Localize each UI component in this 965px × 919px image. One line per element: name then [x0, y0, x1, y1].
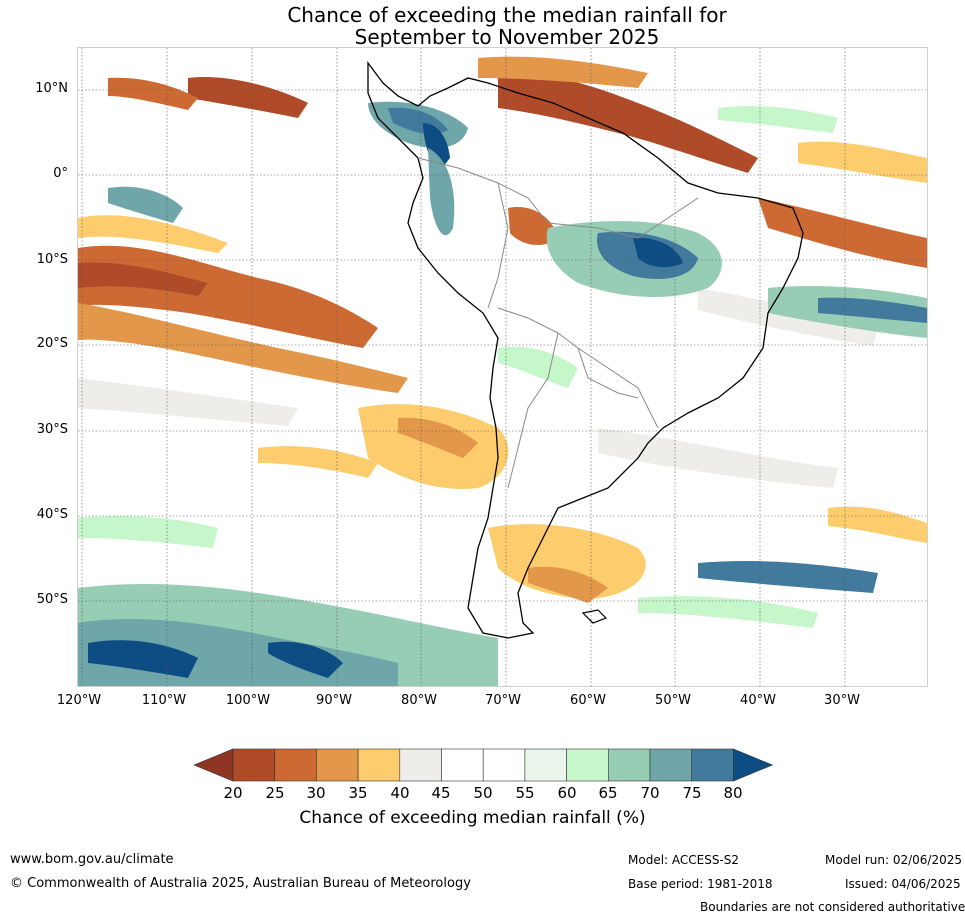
colorbar — [193, 748, 774, 782]
colorbar-cell — [691, 748, 734, 782]
lon-label-80w: 80°W — [401, 693, 437, 708]
cbar-tick-70: 70 — [640, 784, 660, 802]
lat-label-0: 0° — [53, 166, 68, 181]
issued-date: Issued: 04/06/2025 — [845, 877, 961, 891]
graticule — [78, 48, 927, 686]
lon-label-90w: 90°W — [316, 693, 352, 708]
colorbar-label: Chance of exceeding median rainfall (%) — [299, 808, 646, 828]
boundary-disclaimer: Boundaries are not considered authoritat… — [700, 900, 965, 914]
country-borders — [417, 157, 699, 489]
cbar-tick-25: 25 — [265, 784, 285, 802]
lon-label-100w: 100°W — [225, 693, 271, 708]
cbar-tick-35: 35 — [348, 784, 368, 802]
lon-label-50w: 50°W — [655, 693, 691, 708]
colorbar-cell — [357, 748, 401, 782]
colorbar-extend-low — [193, 748, 234, 782]
cbar-tick-65: 65 — [598, 784, 618, 802]
coastline — [367, 61, 804, 639]
colorbar-extend-high — [733, 748, 774, 782]
chart-title: Chance of exceeding the median rainfall … — [0, 4, 965, 48]
colorbar-cell — [399, 748, 442, 782]
cbar-tick-40: 40 — [390, 784, 410, 802]
lon-label-120w: 120°W — [56, 693, 102, 708]
colorbar-cell — [482, 748, 526, 782]
model-run-date: Model run: 02/06/2025 — [825, 853, 963, 867]
model-name: Model: ACCESS-S2 — [628, 853, 740, 867]
colorbar-cell — [649, 748, 693, 782]
lat-label-10n: 10°N — [35, 81, 68, 96]
cbar-tick-20: 20 — [223, 784, 243, 802]
base-period: Base period: 1981-2018 — [628, 877, 773, 891]
cbar-tick-60: 60 — [557, 784, 577, 802]
cbar-tick-50: 50 — [473, 784, 493, 802]
colorbar-cells — [193, 748, 774, 782]
cbar-tick-55: 55 — [515, 784, 535, 802]
cbar-tick-75: 75 — [682, 784, 702, 802]
colorbar-cell — [316, 748, 359, 782]
cbar-tick-30: 30 — [306, 784, 326, 802]
lat-label-30s: 30°S — [36, 422, 68, 437]
rainfall-patches — [78, 56, 927, 686]
lat-label-50s: 50°S — [36, 592, 68, 607]
lat-label-40s: 40°S — [36, 507, 68, 522]
lon-label-30w: 30°W — [824, 693, 860, 708]
copyright-text: © Commonwealth of Australia 2025, Austra… — [10, 876, 471, 891]
colorbar-cell — [566, 748, 609, 782]
colorbar-cell — [607, 748, 651, 782]
lon-label-110w: 110°W — [141, 693, 187, 708]
lat-label-10s: 10°S — [36, 252, 68, 267]
lat-label-20s: 20°S — [36, 336, 68, 351]
title-line-1: Chance of exceeding the median rainfall … — [287, 3, 727, 27]
title-line-2: September to November 2025 — [354, 25, 660, 49]
rainfall-map[interactable] — [77, 47, 928, 687]
colorbar-cell — [232, 748, 276, 782]
bom-url-link[interactable]: www.bom.gov.au/climate — [10, 852, 174, 867]
lon-label-40w: 40°W — [740, 693, 776, 708]
colorbar-cell — [274, 748, 317, 782]
colorbar-cell — [441, 748, 484, 782]
lon-label-70w: 70°W — [485, 693, 521, 708]
cbar-tick-80: 80 — [723, 784, 743, 802]
lon-label-60w: 60°W — [570, 693, 606, 708]
falkland-islands — [581, 609, 608, 624]
map-canvas — [78, 48, 927, 686]
colorbar-cell — [524, 748, 567, 782]
cbar-tick-45: 45 — [431, 784, 451, 802]
